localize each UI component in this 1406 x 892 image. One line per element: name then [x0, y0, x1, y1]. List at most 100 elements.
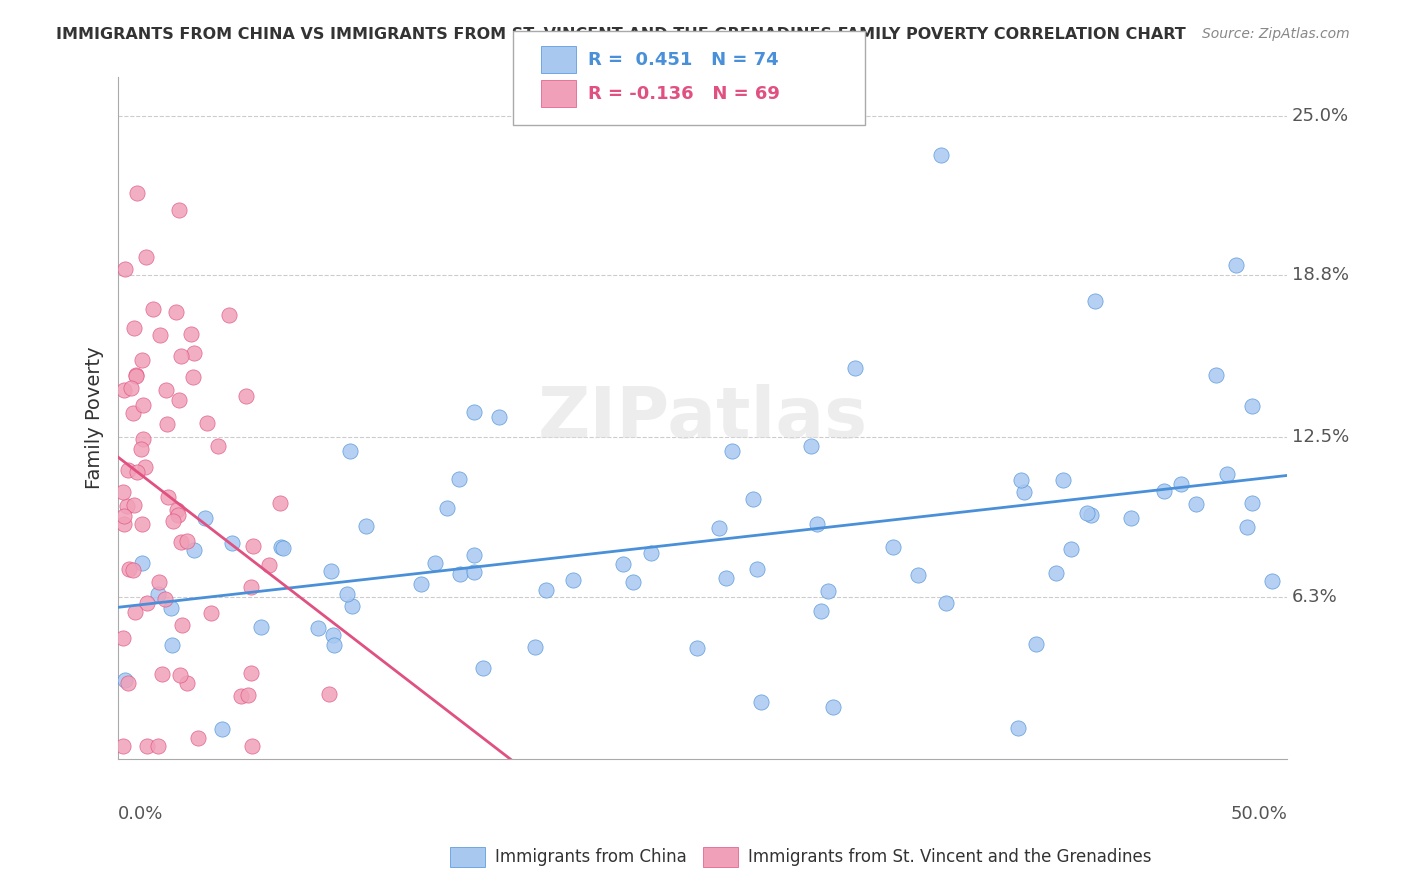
Point: [806, 516, 828, 531]
Point: [471, 661, 494, 675]
Point: [1216, 467, 1239, 482]
Point: [187, 731, 209, 746]
Point: [810, 604, 832, 618]
Point: [336, 587, 359, 601]
Point: [741, 492, 763, 507]
Point: [269, 496, 291, 510]
Text: 6.3%: 6.3%: [1292, 588, 1337, 606]
Point: [156, 417, 179, 432]
Point: [155, 383, 177, 397]
Point: [135, 596, 157, 610]
Point: [131, 432, 153, 446]
Point: [561, 573, 583, 587]
Point: [817, 584, 839, 599]
Point: [131, 517, 153, 532]
Point: [132, 398, 155, 412]
Point: [907, 567, 929, 582]
Point: [340, 599, 363, 613]
Point: [935, 596, 957, 610]
Point: [131, 353, 153, 368]
Point: [122, 406, 145, 420]
Point: [112, 383, 135, 397]
Point: [118, 562, 141, 576]
Point: [183, 346, 205, 360]
Point: [134, 459, 156, 474]
Text: ZIPatlas: ZIPatlas: [537, 384, 868, 452]
Point: [1240, 399, 1263, 413]
Point: [149, 327, 172, 342]
Point: [114, 673, 136, 688]
Point: [1076, 506, 1098, 520]
Point: [167, 392, 190, 407]
Point: [1236, 520, 1258, 534]
Point: [124, 368, 146, 382]
Point: [122, 498, 145, 512]
Point: [194, 510, 217, 524]
Point: [148, 574, 170, 589]
Point: [127, 465, 149, 479]
Point: [1080, 508, 1102, 522]
Point: [167, 508, 190, 522]
Point: [1045, 566, 1067, 580]
Point: [117, 463, 139, 477]
Point: [111, 631, 134, 645]
Point: [115, 500, 138, 514]
Point: [160, 600, 183, 615]
Point: [271, 541, 294, 556]
Text: 0.0%: 0.0%: [118, 805, 163, 823]
Text: R =  0.451   N = 74: R = 0.451 N = 74: [588, 51, 779, 69]
Point: [488, 410, 510, 425]
Point: [211, 723, 233, 737]
Point: [463, 565, 485, 579]
Point: [235, 389, 257, 403]
Point: [1261, 574, 1284, 588]
Point: [307, 621, 329, 635]
Point: [136, 739, 159, 753]
Point: [1060, 541, 1083, 556]
Point: [170, 535, 193, 549]
Point: [436, 500, 458, 515]
Point: [176, 534, 198, 549]
Point: [135, 251, 157, 265]
Text: 18.8%: 18.8%: [1292, 267, 1348, 285]
Point: [129, 442, 152, 457]
Point: [323, 638, 346, 652]
Point: [747, 562, 769, 576]
Point: [162, 638, 184, 652]
Text: 25.0%: 25.0%: [1292, 107, 1348, 125]
Point: [170, 349, 193, 363]
Point: [882, 541, 904, 555]
Point: [142, 301, 165, 316]
Point: [169, 667, 191, 681]
Point: [536, 582, 558, 597]
Point: [259, 558, 281, 572]
Point: [218, 308, 240, 322]
Point: [1119, 511, 1142, 525]
Point: [714, 571, 737, 585]
Point: [409, 576, 432, 591]
Point: [124, 321, 146, 335]
Point: [169, 203, 191, 218]
Point: [250, 620, 273, 634]
Point: [146, 739, 169, 753]
Point: [131, 556, 153, 570]
Point: [162, 514, 184, 528]
Point: [1205, 368, 1227, 383]
Point: [112, 485, 135, 500]
Point: [270, 540, 292, 554]
Point: [122, 563, 145, 577]
Point: [240, 666, 263, 681]
Point: [114, 516, 136, 531]
Point: [318, 686, 340, 700]
Text: R = -0.136   N = 69: R = -0.136 N = 69: [588, 85, 779, 103]
Point: [640, 546, 662, 560]
Point: [180, 326, 202, 341]
Point: [463, 405, 485, 419]
Point: [612, 557, 634, 571]
Point: [124, 606, 146, 620]
Point: [125, 186, 148, 201]
Point: [1084, 294, 1107, 309]
Point: [322, 628, 344, 642]
Y-axis label: Family Poverty: Family Poverty: [86, 347, 104, 490]
Text: Immigrants from China: Immigrants from China: [495, 848, 686, 866]
